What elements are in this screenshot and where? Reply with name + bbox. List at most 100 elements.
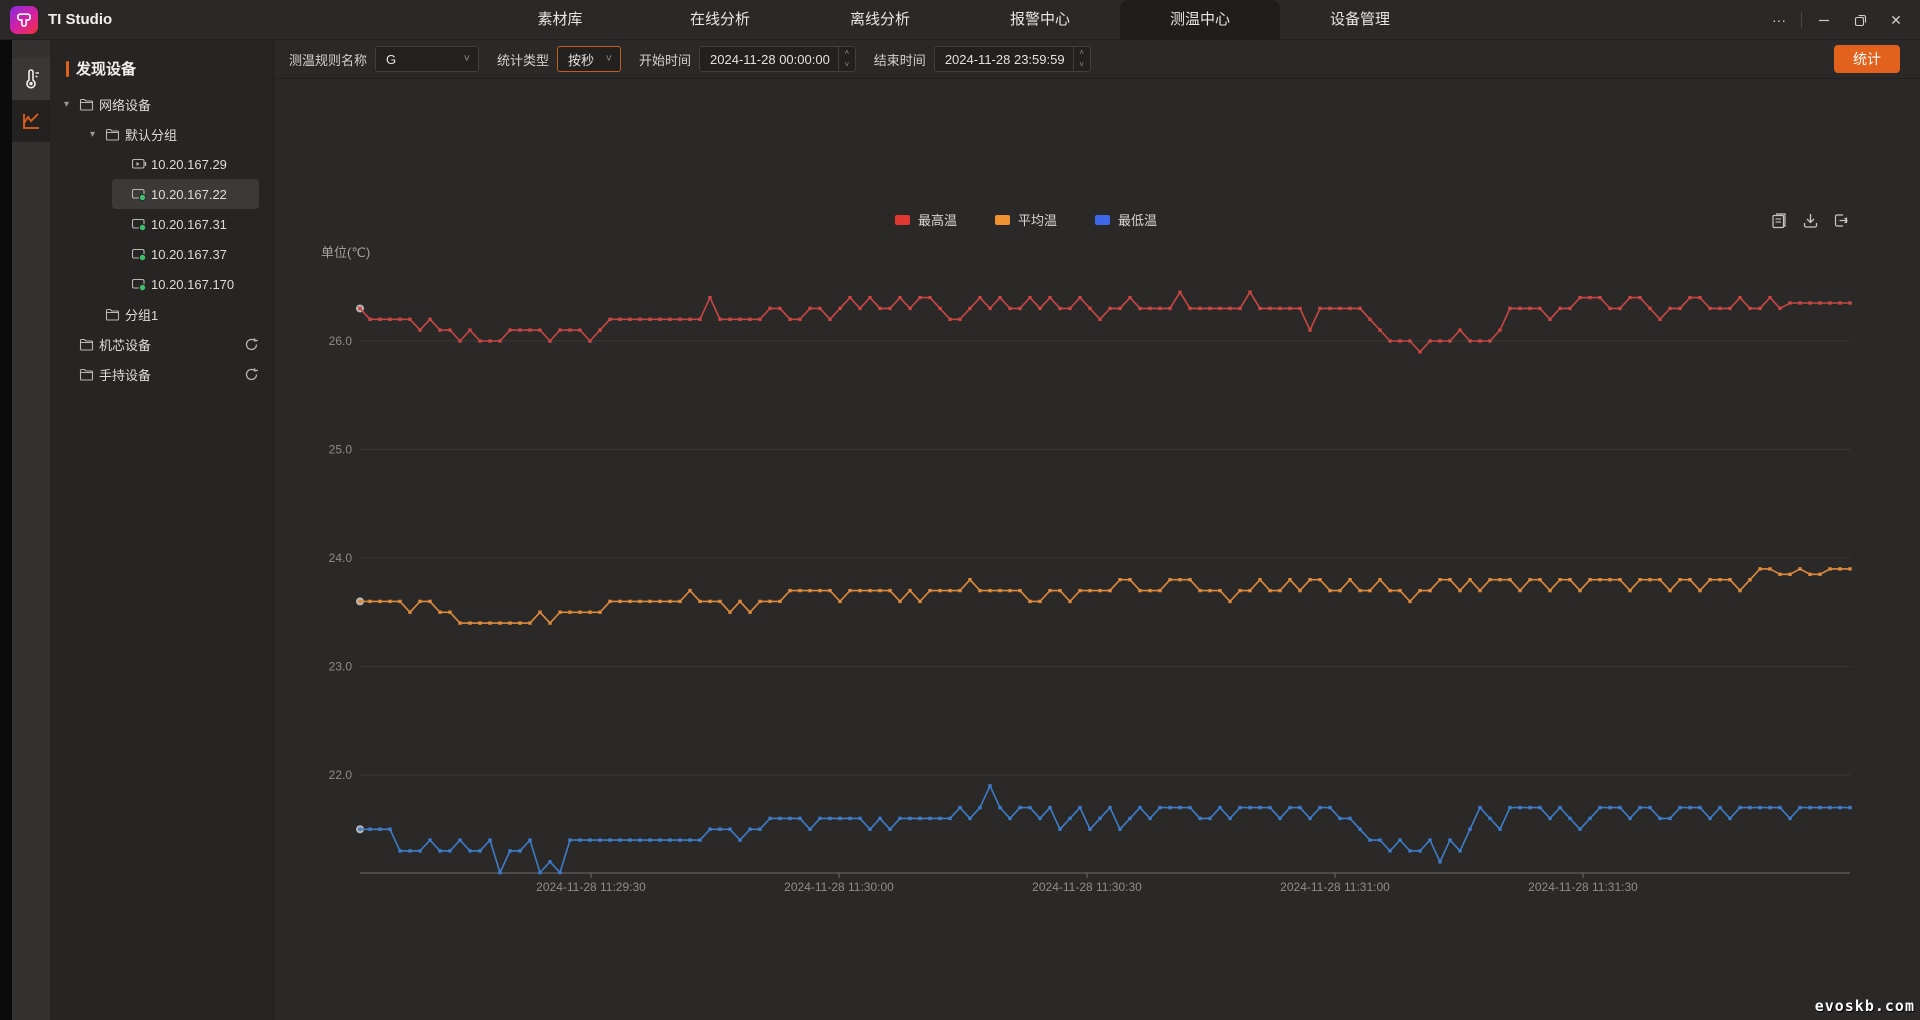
- min-temp-point: [1408, 849, 1412, 853]
- tree-item-10.20.167.29[interactable]: 10.20.167.29: [112, 149, 259, 179]
- max-temp-point: [778, 306, 782, 311]
- min-temp-point: [1788, 816, 1792, 821]
- max-temp-point: [1818, 301, 1822, 305]
- stat-type-select[interactable]: 按秒 ˅: [557, 46, 622, 72]
- watermark: evoskb.com: [1814, 997, 1915, 1015]
- save-image-button[interactable]: [1801, 211, 1819, 229]
- max-temp-point: [1178, 290, 1182, 294]
- data-view-button[interactable]: [1770, 211, 1788, 229]
- refresh-button[interactable]: [244, 337, 259, 352]
- nav-tab-4[interactable]: 测温中心: [1120, 0, 1280, 40]
- min-temp-point: [1198, 816, 1202, 821]
- avg-temp-point: [708, 599, 712, 604]
- avg-temp-point: [1328, 588, 1332, 593]
- nav-tab-2[interactable]: 离线分析: [849, 11, 910, 28]
- avg-temp-point: [1788, 572, 1792, 576]
- avg-temp-point: [928, 588, 932, 593]
- max-temp-point: [568, 328, 572, 332]
- caret-down-icon[interactable]: ▾: [64, 98, 70, 110]
- y-tick-22.0: 22.0: [329, 768, 353, 782]
- start-time-label: 开始时间: [639, 52, 692, 68]
- avg-temp-point: [988, 588, 992, 593]
- max-temp-point: [378, 317, 382, 321]
- minimize-button[interactable]: [1806, 0, 1842, 40]
- max-temp-point: [1778, 306, 1782, 311]
- end-time-input[interactable]: 2024-11-28 23:59:59 ˄ ˅: [933, 46, 1091, 72]
- tree-item-分组1[interactable]: 分组1: [86, 299, 259, 329]
- tree-item-label: 分组1: [125, 307, 159, 323]
- max-temp-point: [978, 295, 982, 300]
- avg-temp-point: [498, 621, 502, 625]
- legend-item-min-temp[interactable]: 最低温: [1095, 210, 1157, 229]
- avg-temp-point: [1678, 578, 1682, 582]
- legend-item-avg-temp[interactable]: 平均温: [995, 210, 1057, 229]
- avg-temp-series-line: [360, 567, 1850, 625]
- rule-name-select[interactable]: G ˅: [375, 46, 480, 72]
- max-temp-point: [958, 317, 962, 321]
- min-temp-point: [618, 838, 622, 842]
- tree-item-网络设备[interactable]: ▾ 网络设备: [60, 89, 259, 119]
- tree-item-label: 10.20.167.37: [151, 246, 227, 262]
- rail-item-thermometer[interactable]: [12, 58, 50, 100]
- max-temp-point: [1508, 306, 1512, 311]
- tree-item-10.20.167.31[interactable]: 10.20.167.31: [112, 209, 259, 239]
- tree-item-10.20.167.22[interactable]: 10.20.167.22: [112, 179, 259, 209]
- nav-tab-0[interactable]: 素材库: [537, 11, 583, 28]
- max-temp-point: [1578, 295, 1582, 300]
- max-temp-point: [1378, 328, 1382, 332]
- max-temp-point: [1418, 350, 1422, 354]
- tree-item-手持设备[interactable]: 手持设备: [60, 359, 259, 389]
- statistics-button[interactable]: 统计: [1834, 45, 1900, 73]
- avg-temp-point: [918, 599, 922, 604]
- avg-temp-point: [828, 588, 832, 593]
- x-tick-label-2: 2024-11-28 11:30:30: [1032, 880, 1142, 894]
- tree-item-机芯设备[interactable]: 机芯设备: [60, 329, 259, 359]
- max-temp-point: [648, 317, 652, 321]
- nav-tab-5[interactable]: 设备管理: [1329, 11, 1390, 28]
- more-menu-button[interactable]: ···: [1772, 12, 1786, 28]
- min-temp-point: [1658, 816, 1662, 821]
- tree-item-10.20.167.37[interactable]: 10.20.167.37: [112, 239, 259, 269]
- nav-tab-3[interactable]: 报警中心: [1009, 11, 1070, 28]
- end-time-spinner[interactable]: ˄ ˅: [1072, 47, 1090, 71]
- max-temp-point: [1488, 339, 1492, 343]
- max-temp-point: [738, 317, 742, 321]
- camera-online-icon: [131, 188, 147, 201]
- avg-temp-point: [1508, 578, 1512, 582]
- rule-name-label: 测温规则名称: [289, 52, 368, 68]
- max-temp-point: [1058, 306, 1062, 311]
- maximize-button[interactable]: [1842, 0, 1878, 40]
- avg-temp-point: [1608, 578, 1612, 582]
- max-temp-point: [1628, 295, 1632, 300]
- min-temp-point: [1838, 805, 1842, 810]
- min-temp-point: [968, 816, 972, 821]
- max-temp-point: [748, 317, 752, 321]
- avg-temp-point: [1638, 578, 1642, 582]
- start-time-spinner[interactable]: ˄ ˅: [837, 47, 855, 71]
- min-temp-point: [908, 816, 912, 821]
- refresh-button[interactable]: [244, 367, 259, 382]
- tree-item-默认分组[interactable]: ▾ 默认分组: [86, 119, 259, 149]
- close-button[interactable]: ✕: [1890, 11, 1902, 28]
- avg-temp-point: [1648, 578, 1652, 582]
- folder-icon: [79, 368, 94, 381]
- x-tick-label-1: 2024-11-28 11:30:00: [784, 880, 894, 894]
- legend-item-max-temp[interactable]: 最高温: [895, 210, 957, 229]
- nav-tab-1[interactable]: 在线分析: [689, 11, 750, 28]
- min-temp-point: [558, 870, 562, 875]
- min-temp-point: [1768, 805, 1772, 810]
- avg-temp-point: [428, 599, 432, 604]
- rail-item-temp-chart[interactable]: [12, 100, 50, 142]
- min-temp-point: [1598, 805, 1602, 810]
- min-temp-point: [1088, 827, 1092, 831]
- avg-temp-point: [528, 621, 532, 625]
- start-time-input[interactable]: 2024-11-28 00:00:00 ˄ ˅: [699, 46, 856, 72]
- avg-temp-point: [678, 599, 682, 604]
- query-toolbar: 测温规则名称 G ˅ 统计类型 按秒 ˅ 开始时间 2024-11-28 00:…: [275, 40, 1920, 79]
- caret-down-icon[interactable]: ▾: [90, 128, 96, 140]
- tree-item-10.20.167.170[interactable]: 10.20.167.170: [112, 269, 259, 299]
- export-button[interactable]: [1832, 211, 1850, 229]
- max-temp-point: [898, 295, 902, 300]
- tree-item-label: 10.20.167.22: [151, 186, 227, 202]
- min-temp-point: [1458, 849, 1462, 853]
